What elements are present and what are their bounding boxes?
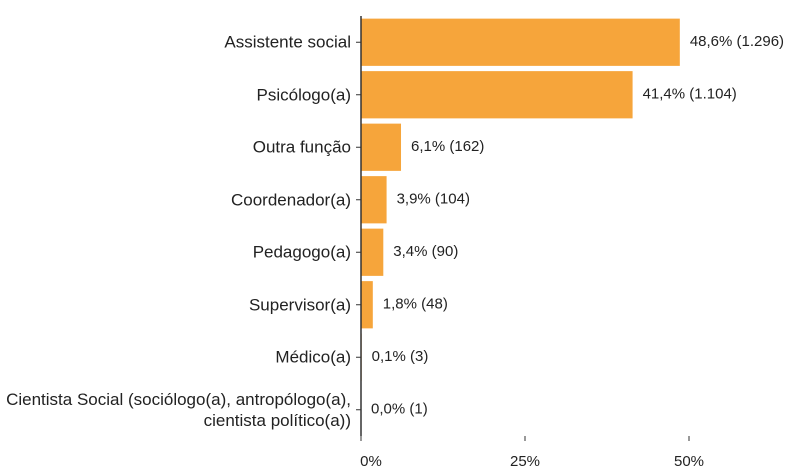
y-tick-label: Médico(a) [275,347,351,367]
y-tick-label: Psicólogo(a) [256,85,352,105]
y-tick-label: Assistente social [224,32,351,52]
value-label: 41,4% (1.104) [643,86,737,103]
y-tick-label: Outra função [252,137,351,157]
bar [361,71,633,119]
x-tick-label: 25% [510,453,540,470]
value-label: 3,4% (90) [393,243,458,260]
bar [361,176,387,224]
bar [361,228,384,276]
y-tick-label: Cientista Social (sociólogo(a), antropól… [6,389,351,430]
bar [361,123,402,171]
bar [361,18,680,66]
y-tick-label: Coordenador(a) [230,190,351,210]
y-tick-label: Pedagogo(a) [252,242,351,262]
value-label: 3,9% (104) [397,191,470,208]
bar [361,281,373,329]
value-label: 0,1% (3) [372,348,429,365]
value-label: 6,1% (162) [411,138,484,155]
value-label: 0,0% (1) [371,401,428,418]
value-label: 1,8% (48) [383,296,448,313]
x-tick-label: 0% [360,453,382,470]
value-label: 48,6% (1.296) [690,33,784,50]
y-tick-label: Supervisor(a) [248,295,351,315]
x-tick-label: 50% [674,453,704,470]
